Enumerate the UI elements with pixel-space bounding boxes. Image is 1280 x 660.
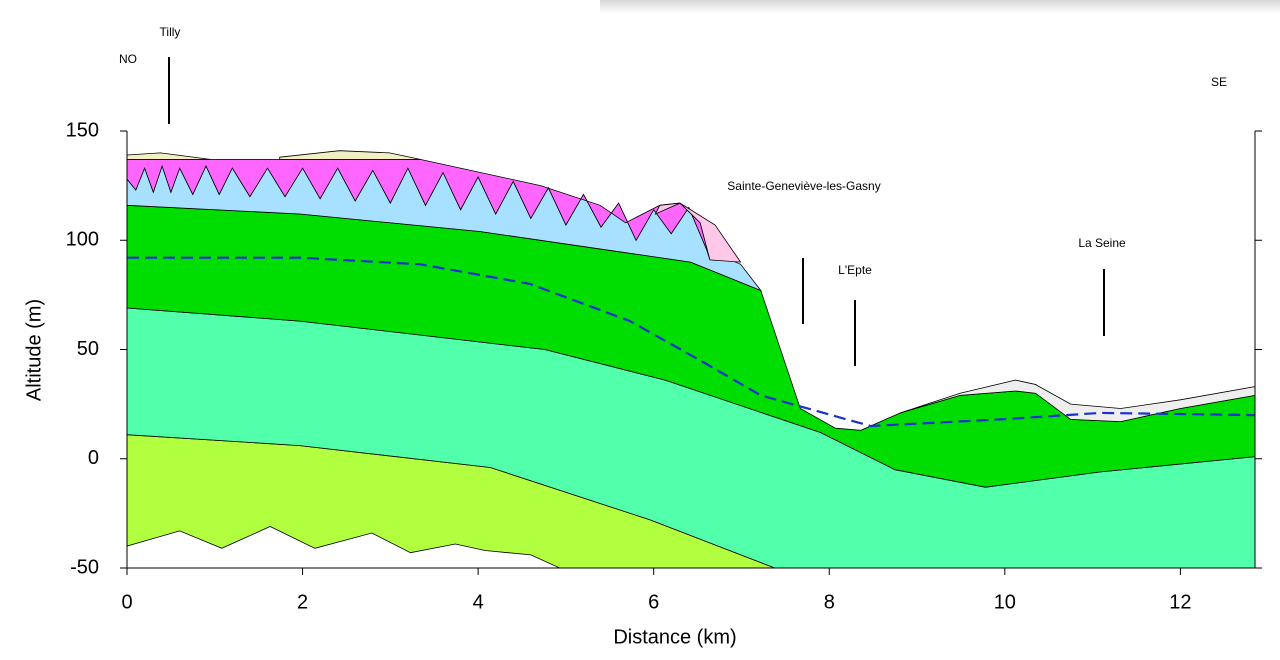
x-axis-label: Distance (km) [613,626,736,648]
annotation: La Seine [1078,236,1126,250]
annotation: NO [119,52,137,66]
y-tick-label: 100 [66,229,99,251]
y-axis-label: Altitude (m) [23,299,45,401]
y-tick-label: 150 [66,119,99,141]
layers [126,150,1256,569]
annotation: SE [1211,75,1227,89]
y-tick-label: -50 [70,556,99,578]
geologic-layer [654,202,742,263]
x-tick-label: 10 [994,591,1016,613]
x-tick-label: 8 [824,591,835,613]
x-tick-label: 4 [473,591,484,613]
geologic-layer [279,150,421,160]
x-tick-label: 0 [121,591,132,613]
x-tick-label: 12 [1169,591,1191,613]
annotation: Tilly [160,25,181,39]
y-tick-label: 50 [77,338,99,360]
y-tick-label: 0 [88,447,99,469]
geologic-layer [126,152,211,160]
x-tick-label: 6 [648,591,659,613]
annotation: L'Epte [838,263,872,277]
shadow [600,0,1280,14]
x-tick-label: 2 [297,591,308,613]
water-table [127,256,1256,428]
annotation: Sainte-Geneviève-les-Gasny [727,179,880,193]
